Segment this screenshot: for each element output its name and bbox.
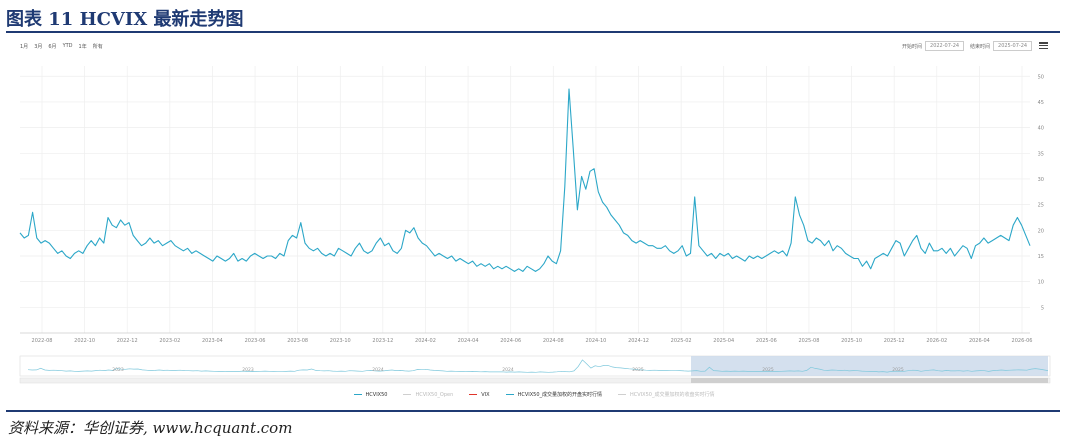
legend-item-weighted-close[interactable]: HCVIX50_成交量加权的收盘实时行情 (618, 391, 714, 398)
y-tick-label: 25 (1038, 203, 1044, 209)
range-button-6m[interactable]: 6月 (48, 44, 57, 50)
navigator-label: 2025 (632, 367, 644, 373)
y-tick-label: 45 (1038, 100, 1044, 106)
scrollbar-track (19, 377, 1051, 384)
x-tick-label: 2023-02 (159, 338, 180, 344)
x-tick-label: 2025-08 (799, 338, 820, 344)
navigator-label: 2023 (242, 367, 254, 373)
x-tick-label: 2024-06 (500, 338, 521, 344)
menu-icon[interactable] (1039, 41, 1048, 50)
legend-label: HCVIX50_成交量加权的收盘实时行情 (630, 392, 715, 398)
x-tick-label: 2025-12 (884, 338, 905, 344)
legend-label: HCVIX50 (365, 391, 388, 398)
x-tick-label: 2023-10 (330, 338, 351, 344)
legend-swatch (353, 393, 362, 396)
legend-item-hcvix50[interactable]: HCVIX50 (353, 391, 388, 398)
y-tick-label: 5 (1041, 305, 1044, 311)
navigator-label: 2024 (372, 367, 384, 373)
x-tick-label: 2023-12 (372, 338, 393, 344)
x-tick-label: 2026-04 (969, 338, 990, 344)
y-tick-label: 20 (1038, 228, 1044, 234)
legend-swatch (618, 393, 627, 396)
start-date-label: 开始时间 (902, 43, 923, 50)
navigator-label: 2025 (762, 367, 774, 373)
y-tick-label: 10 (1038, 280, 1044, 286)
source-rule (6, 410, 1060, 412)
navigator-label: 2025 (892, 367, 904, 373)
x-tick-label: 2024-12 (628, 338, 649, 344)
end-date-label: 结束时间 (970, 43, 991, 50)
range-selector: 1月 3月 6月 YTD 1年 所有 (20, 43, 103, 50)
figure-title: 图表 11 HCVIX 最新走势图 (6, 9, 244, 30)
x-tick-label: 2023-06 (245, 338, 266, 344)
x-tick-label: 2024-04 (458, 338, 479, 344)
end-date-input[interactable]: 2025-07-24 (993, 41, 1033, 51)
x-tick-label: 2025-02 (671, 338, 692, 344)
x-tick-label: 2025-10 (841, 338, 862, 344)
legend-label: HCVIX50_Open (415, 391, 454, 398)
legend-swatch (403, 393, 412, 396)
y-tick-label: 40 (1038, 126, 1044, 132)
legend-label: VIX (481, 391, 490, 398)
x-tick-label: 2022-10 (74, 338, 95, 344)
x-tick-label: 2022-08 (32, 338, 53, 344)
x-tick-label: 2023-04 (202, 338, 223, 344)
scrollbar-thumb (691, 378, 1048, 383)
x-tick-label: 2024-10 (585, 338, 606, 344)
start-date-group: 开始时间 2022-07-24 (902, 41, 965, 51)
range-button-3m[interactable]: 3月 (34, 44, 43, 50)
x-tick-label: 2025-06 (756, 338, 777, 344)
y-tick-label: 15 (1038, 254, 1044, 260)
y-tick-label: 50 (1038, 74, 1044, 80)
navigator-series (27, 359, 1049, 373)
y-tick-label: 30 (1038, 177, 1044, 183)
source-note: 资料来源：华创证券, www.hcquant.com (8, 419, 293, 437)
start-date-input[interactable]: 2022-07-24 (925, 41, 965, 51)
navigator-label: 2023 (112, 367, 124, 373)
x-tick-label: 2025-04 (713, 338, 734, 344)
range-button-1y[interactable]: 1年 (78, 44, 87, 50)
legend-label: HCVIX50_成交量加权的开盘实时行情 (517, 392, 603, 398)
legend-item-hcvix50-open[interactable]: HCVIX50_Open (403, 391, 453, 398)
range-button-ytd[interactable]: YTD (62, 43, 73, 49)
legend-item-weighted-open[interactable]: HCVIX50_成交量加权的开盘实时行情 (505, 391, 603, 398)
legend-swatch (505, 393, 514, 396)
title-rule (6, 31, 1060, 33)
legend: HCVIX50 HCVIX50_Open VIX HCVIX50_成交量加权的开… (14, 391, 1054, 398)
x-tick-label: 2022-12 (117, 338, 138, 344)
chart-panel: 1月 3月 6月 YTD 1年 所有 开始时间 2022-07-24 结束时间 … (14, 38, 1054, 406)
x-tick-label: 2026-06 (1012, 338, 1033, 344)
x-tick-label: 2024-02 (415, 338, 436, 344)
range-button-1m[interactable]: 1月 (20, 44, 29, 50)
legend-item-vix[interactable]: VIX (469, 391, 490, 398)
legend-swatch (469, 393, 478, 396)
y-tick-label: 35 (1038, 151, 1044, 157)
series-line-hcvix50 (19, 88, 1031, 272)
end-date-group: 结束时间 2025-07-24 (970, 41, 1033, 51)
x-tick-label: 2026-02 (926, 338, 947, 344)
x-tick-label: 2024-08 (543, 338, 564, 344)
navigator-label: 2024 (502, 367, 514, 373)
x-tick-label: 2023-08 (287, 338, 308, 344)
navigator-selection (691, 356, 1048, 376)
range-button-all[interactable]: 所有 (92, 44, 103, 50)
